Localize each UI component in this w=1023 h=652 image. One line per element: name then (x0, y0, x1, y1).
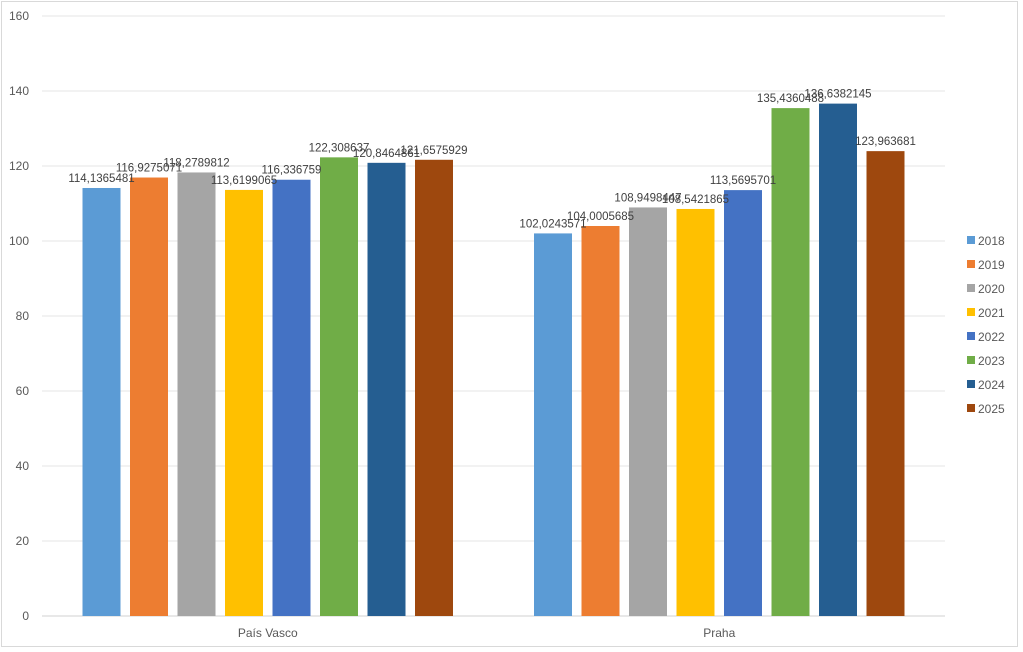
bar-2024-1 (819, 103, 857, 617)
legend-item: 2025 (967, 402, 1005, 416)
bar-2025-0 (415, 159, 453, 616)
gridlines (42, 15, 945, 617)
bar-2019-0 (130, 177, 168, 616)
legend-item: 2019 (967, 258, 1005, 272)
data-label: 116,9275071 (116, 163, 182, 175)
data-label: 122,308637 (309, 142, 370, 154)
y-tick-label: 120 (9, 159, 29, 173)
data-label: 113,5695701 (710, 175, 776, 187)
bar-2023-1 (771, 108, 810, 617)
legend-label: 2018 (978, 234, 1005, 248)
data-label: 114,1365481 (68, 173, 134, 185)
data-label: 123,963681 (855, 136, 916, 148)
y-axis-ticks: 0 20 40 60 80 100 120 140 160 (9, 9, 29, 623)
x-category-label: País Vasco (238, 626, 298, 640)
bar-2020-1 (629, 207, 667, 616)
y-tick-label: 100 (9, 234, 29, 248)
legend-label: 2019 (978, 258, 1005, 272)
data-label: 135,4360488 (757, 93, 824, 105)
legend-swatch (967, 404, 975, 412)
legend-swatch (967, 260, 975, 268)
y-tick-label: 60 (16, 384, 30, 398)
bar-2022-0 (272, 179, 311, 616)
legend-swatch (967, 380, 975, 388)
data-label: 116,336759 (262, 165, 322, 177)
legend-label: 2022 (978, 330, 1005, 344)
data-label: 104,0005685 (567, 211, 634, 223)
legend-swatch (967, 356, 975, 364)
legend-item: 2021 (967, 306, 1005, 320)
legend-label: 2023 (978, 354, 1005, 368)
bar-2022-1 (724, 190, 762, 616)
legend-item: 2018 (967, 234, 1005, 248)
bars (82, 103, 905, 617)
y-tick-label: 40 (16, 459, 30, 473)
data-label: 113,6199065 (211, 175, 277, 187)
y-tick-label: 0 (22, 609, 29, 623)
y-tick-label: 140 (9, 84, 29, 98)
data-label: 108,5421865 (662, 194, 729, 206)
bar-2024-0 (367, 162, 406, 616)
bar-2023-0 (320, 157, 358, 617)
legend-swatch (967, 308, 975, 316)
data-label: 121,6575929 (400, 145, 467, 157)
legend-item: 2022 (967, 330, 1005, 344)
y-tick-label: 160 (9, 9, 29, 23)
bar-2021-0 (225, 189, 263, 616)
legend: 2018 2019 2020 2021 2022 2023 2024 2025 (967, 234, 1005, 416)
legend-item: 2024 (967, 378, 1005, 392)
bar-2020-0 (177, 172, 216, 616)
x-category-label: Praha (703, 626, 735, 640)
legend-item: 2023 (967, 354, 1005, 368)
data-label: 118,2789812 (163, 157, 229, 169)
legend-swatch (967, 284, 975, 292)
data-label: 120,8464861 (353, 148, 420, 160)
legend-swatch (967, 236, 975, 244)
x-axis-categories: País Vasco Praha (238, 626, 736, 640)
legend-label: 2025 (978, 402, 1005, 416)
data-label: 136,6382145 (804, 89, 871, 101)
data-label: 102,0243571 (519, 218, 586, 230)
y-tick-label: 80 (16, 309, 30, 323)
bar-2018-0 (82, 187, 121, 616)
bar-2025-1 (866, 151, 905, 616)
legend-label: 2020 (978, 282, 1005, 296)
y-tick-label: 20 (16, 534, 30, 548)
bar-2018-1 (534, 233, 572, 616)
bar-2021-1 (676, 208, 715, 616)
bar-2019-1 (581, 225, 620, 616)
legend-label: 2021 (978, 306, 1005, 320)
legend-swatch (967, 332, 975, 340)
data-label: 108,9498447 (614, 192, 681, 204)
legend-label: 2024 (978, 378, 1005, 392)
legend-item: 2020 (967, 282, 1005, 296)
